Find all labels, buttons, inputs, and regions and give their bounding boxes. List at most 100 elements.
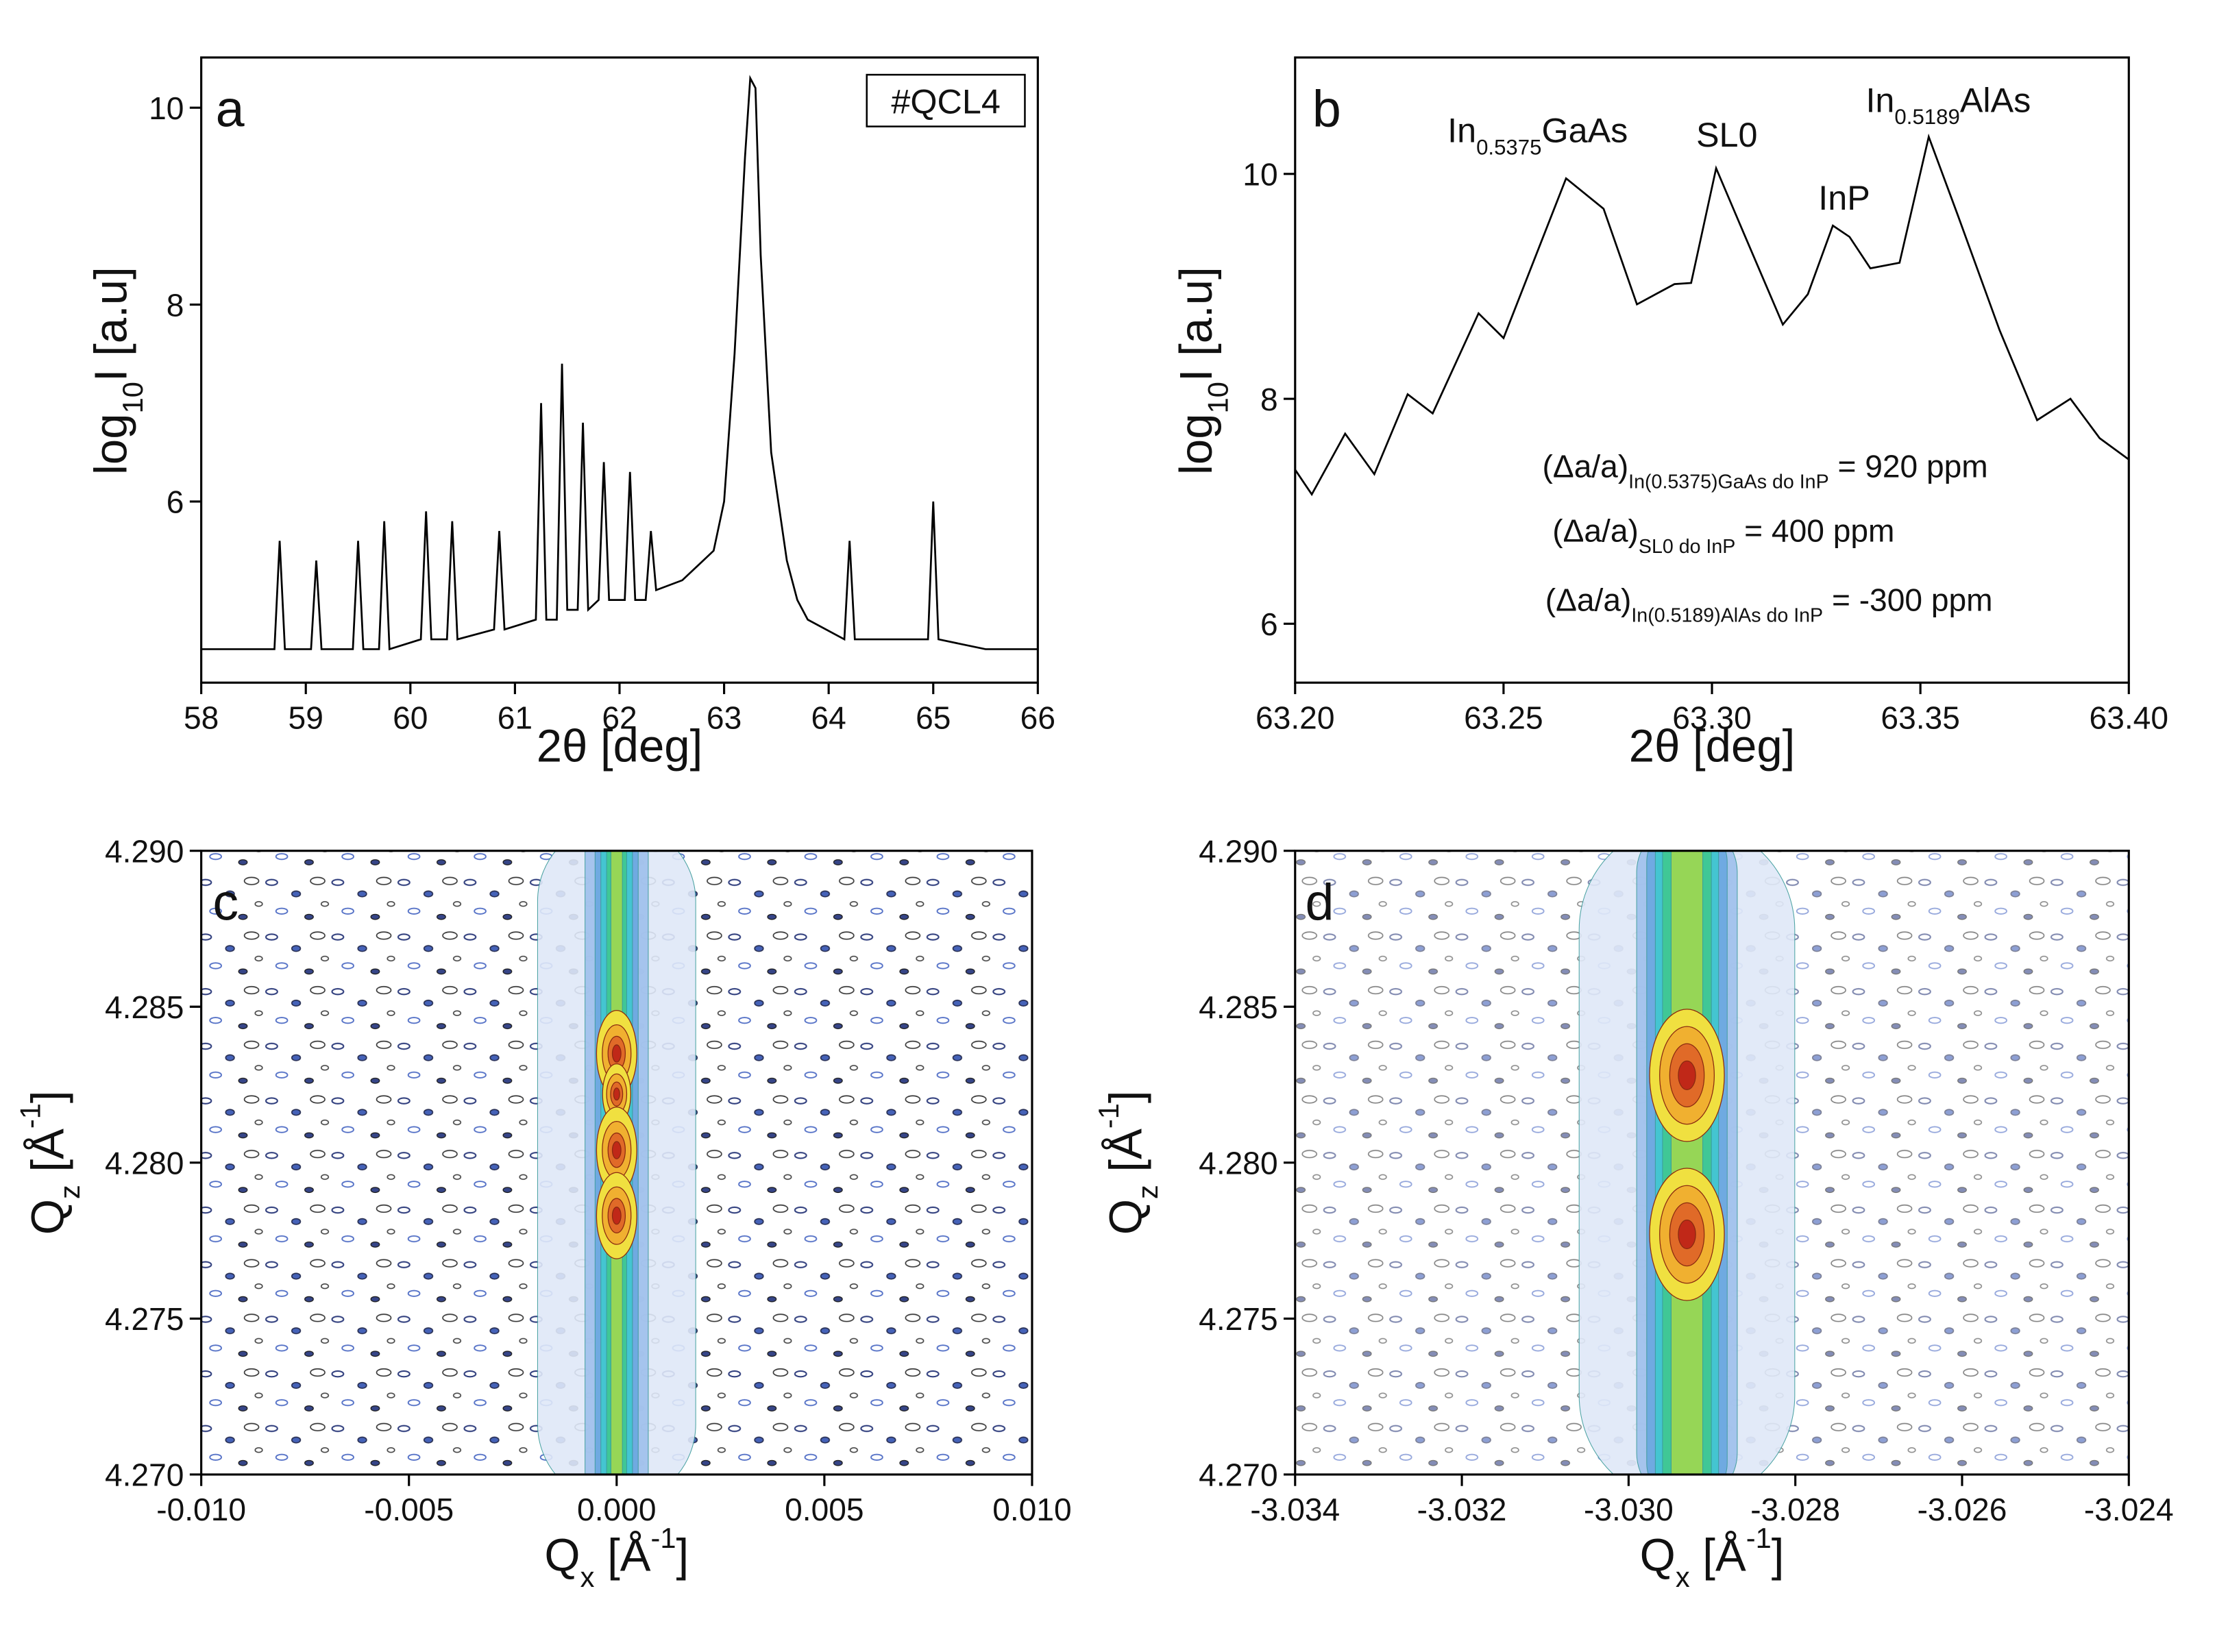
label-text: AlAs bbox=[1960, 81, 2031, 120]
y-tick-label: 8 bbox=[1260, 382, 1278, 417]
script-text: -1 bbox=[1092, 1103, 1125, 1129]
y-tick-label: 10 bbox=[1242, 157, 1277, 193]
x-tick-label: 63.20 bbox=[1256, 700, 1334, 735]
data-line bbox=[1295, 133, 2129, 497]
label-text: = -300 ppm bbox=[1823, 582, 1992, 617]
x-tick-label: 62 bbox=[602, 700, 637, 735]
script-text: x bbox=[1676, 1561, 1690, 1593]
label-text: In bbox=[1447, 111, 1476, 150]
peak-annotation: In0.5375GaAs bbox=[1447, 111, 1628, 160]
x-tick-label: 0.000 bbox=[577, 1492, 656, 1527]
script-text: z bbox=[1131, 1185, 1164, 1199]
label-text: In bbox=[1865, 81, 1894, 120]
y-tick-label: 10 bbox=[149, 90, 184, 126]
plot-area bbox=[1295, 133, 2129, 497]
tag-box bbox=[866, 73, 1026, 127]
x-axis-title: 2θ [deg] bbox=[537, 721, 703, 772]
plot-area bbox=[201, 850, 1032, 1475]
x-tick-label: -3.030 bbox=[1584, 1492, 1674, 1527]
x-tick-label: -3.032 bbox=[1417, 1492, 1507, 1527]
y-axis-title: Qz [Å-1] bbox=[14, 1090, 86, 1235]
x-tick-label: 66 bbox=[1020, 700, 1055, 735]
y-tick-label: 4.285 bbox=[1199, 989, 1277, 1025]
x-tick-label: 64 bbox=[811, 700, 846, 735]
y-tick-label: 4.280 bbox=[1199, 1146, 1277, 1181]
label-text: ] bbox=[1772, 1529, 1785, 1581]
x-tick-label: 58 bbox=[184, 700, 219, 735]
peak-annotation: SL0 bbox=[1696, 115, 1758, 154]
ridge-contour bbox=[1670, 850, 1704, 1475]
x-tick-label: 63.25 bbox=[1464, 700, 1543, 735]
label-text: [Å bbox=[22, 1129, 73, 1185]
label-text: log bbox=[86, 413, 137, 475]
label-text: [Å bbox=[1100, 1129, 1151, 1185]
label-text: [Å bbox=[594, 1529, 650, 1581]
panel-label: d bbox=[1305, 873, 1334, 930]
script-text: x bbox=[580, 1561, 595, 1593]
script-text: -1 bbox=[14, 1103, 47, 1129]
y-axis-title: log10I [a.u] bbox=[86, 267, 149, 475]
label-text: Q bbox=[1100, 1199, 1151, 1235]
x-tick-label: 61 bbox=[498, 700, 532, 735]
peak-contour bbox=[611, 1206, 622, 1225]
y-tick-label: 6 bbox=[1260, 606, 1278, 642]
label-text: GaAs bbox=[1541, 111, 1628, 150]
x-tick-label: 0.010 bbox=[992, 1492, 1071, 1527]
label-text: SL0 bbox=[1696, 115, 1758, 154]
x-tick-label: -0.005 bbox=[364, 1492, 454, 1527]
x-tick-label: -3.026 bbox=[1918, 1492, 2007, 1527]
peak-annotation: In0.5189AlAs bbox=[1865, 81, 2031, 130]
label-text: ] bbox=[1100, 1090, 1151, 1103]
panel-label: c bbox=[212, 873, 238, 930]
label-text: (Δa/a) bbox=[1545, 582, 1632, 617]
script-text: In(0.5375)GaAs do InP bbox=[1628, 471, 1828, 493]
script-text: 0.5189 bbox=[1894, 105, 1959, 129]
label-text: Q bbox=[1640, 1529, 1676, 1581]
plot-frame bbox=[200, 56, 1039, 684]
panel-label: a bbox=[216, 80, 245, 138]
panel-label: b bbox=[1312, 80, 1341, 138]
label-text: log bbox=[1171, 413, 1222, 475]
y-tick-label: 8 bbox=[167, 287, 184, 323]
plot-area bbox=[201, 75, 1038, 651]
x-tick-label: 63.35 bbox=[1881, 700, 1959, 735]
x-axis-title: Qx [Å-1] bbox=[544, 1522, 689, 1593]
label-text: ] bbox=[676, 1529, 689, 1581]
label-text: = 400 ppm bbox=[1735, 513, 1894, 549]
y-tick-label: 6 bbox=[167, 484, 184, 520]
label-text: InP bbox=[1818, 178, 1870, 217]
script-text: 10 bbox=[117, 382, 149, 413]
label-text: ] bbox=[22, 1090, 73, 1103]
x-tick-label: -0.010 bbox=[156, 1492, 246, 1527]
strain-note: (Δa/a)In(0.5189)AlAs do InP = -300 ppm bbox=[1545, 582, 1993, 626]
y-tick-label: 4.285 bbox=[105, 989, 184, 1025]
y-tick-label: 4.275 bbox=[1199, 1301, 1277, 1337]
x-axis-title: Qx [Å-1] bbox=[1640, 1522, 1785, 1593]
y-tick-label: 4.290 bbox=[1199, 833, 1277, 869]
y-tick-label: 4.270 bbox=[1199, 1457, 1277, 1493]
x-tick-label: -3.024 bbox=[2084, 1492, 2174, 1527]
y-tick-label: 4.270 bbox=[105, 1457, 184, 1493]
x-tick-label: 60 bbox=[393, 700, 428, 735]
script-text: SL0 do InP bbox=[1639, 536, 1735, 558]
script-text: -1 bbox=[1746, 1522, 1772, 1554]
script-text: 10 bbox=[1202, 382, 1234, 413]
y-tick-label: 4.275 bbox=[105, 1301, 184, 1337]
y-tick-label: 4.290 bbox=[105, 833, 184, 869]
x-tick-label: 65 bbox=[916, 700, 951, 735]
label-text: = 920 ppm bbox=[1829, 448, 1988, 484]
y-tick-label: 4.280 bbox=[105, 1146, 184, 1181]
y-axis-title: Qz [Å-1] bbox=[1092, 1090, 1164, 1235]
x-tick-label: 63.40 bbox=[2090, 700, 2168, 735]
label-text: [Å bbox=[1690, 1529, 1746, 1581]
x-tick-label: 59 bbox=[289, 700, 323, 735]
label-text: (Δa/a) bbox=[1543, 448, 1629, 484]
peak-contour bbox=[1678, 1060, 1696, 1090]
strain-note: (Δa/a)SL0 do InP = 400 ppm bbox=[1552, 513, 1894, 558]
data-line bbox=[201, 75, 1038, 651]
plot-area bbox=[1295, 850, 2129, 1475]
script-text: In(0.5189)AlAs do InP bbox=[1631, 605, 1823, 627]
label-text: Q bbox=[22, 1199, 73, 1235]
